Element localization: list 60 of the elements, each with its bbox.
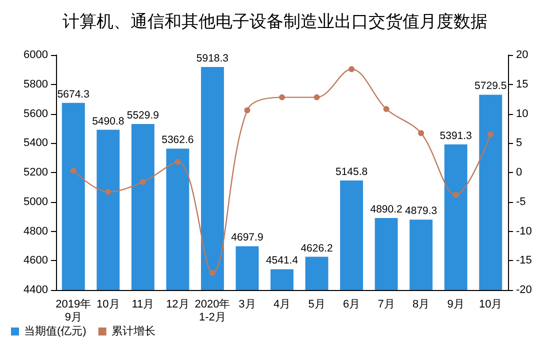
y2-tick-label: 10	[516, 108, 528, 120]
point	[279, 94, 285, 100]
x-tick-label: 6月	[342, 298, 360, 310]
point	[452, 192, 459, 198]
y-tick-label: 5200	[24, 166, 48, 178]
point	[488, 131, 494, 138]
data-label: 5729.5	[474, 80, 507, 92]
data-label: 5362.6	[162, 134, 194, 146]
y-tick-label: 5800	[24, 78, 48, 90]
point	[70, 168, 76, 174]
y2-tick-label: -15	[516, 254, 532, 267]
y-tick-label: 4800	[24, 225, 48, 238]
point	[314, 94, 320, 100]
point	[418, 130, 424, 136]
data-label: 5918.3	[196, 52, 229, 64]
y2-tick-label: 20	[516, 49, 528, 61]
point	[348, 66, 355, 72]
point	[383, 106, 390, 112]
y2-tick-label: -5	[516, 196, 526, 208]
data-label: 4890.2	[370, 204, 403, 216]
x-tick-label: 10月	[478, 298, 502, 310]
x-tick-label: 10月	[96, 298, 120, 310]
data-label: 4626.2	[300, 242, 333, 254]
x-tick-label: 11月	[132, 298, 154, 310]
x-tick-label: 2020年 1-2月	[194, 298, 230, 324]
point	[174, 158, 181, 165]
point	[140, 178, 146, 185]
legend-label: 当期值(亿元)	[24, 326, 86, 338]
point	[209, 270, 216, 276]
y-tick-label: 6000	[24, 49, 48, 61]
data-label: 4697.9	[231, 232, 264, 244]
point	[244, 107, 250, 114]
x-tick-label: 5月	[308, 298, 326, 310]
y2-tick-label: 0	[516, 166, 522, 178]
data-label: 5391.3	[440, 130, 472, 142]
x-tick-label: 3月	[238, 298, 256, 310]
data-label: 5490.8	[92, 115, 124, 128]
point	[105, 188, 112, 195]
x-tick-label: 8月	[412, 298, 430, 310]
y2-tick-label: -10	[516, 225, 532, 238]
x-tick-label: 9月	[447, 298, 464, 310]
y2-tick-label: -20	[516, 284, 532, 296]
legend-label: 累计增长	[111, 324, 156, 338]
y-tick-label: 5600	[24, 108, 48, 120]
data-label: 5674.3	[57, 88, 90, 100]
x-tick-label: 12月	[166, 298, 190, 310]
x-tick-label: 2019年 9月	[56, 298, 92, 324]
data-label: 4541.4	[266, 254, 298, 267]
y-tick-label: 4400	[24, 284, 48, 296]
y-tick-label: 4600	[24, 254, 48, 267]
y-tick-label: 5000	[24, 196, 48, 208]
chart-title: 计算机、通信和其他电子设备制造业出口交货值月度数据	[62, 12, 488, 31]
y2-tick-label: 15	[516, 78, 528, 90]
y-tick-label: 5400	[24, 137, 48, 150]
x-tick-label: 7月	[378, 298, 395, 310]
data-label: 5529.9	[126, 110, 160, 122]
y2-tick-label: 5	[516, 137, 522, 150]
data-label: 5145.8	[335, 166, 368, 178]
data-label: 4879.3	[405, 205, 438, 218]
x-tick-label: 4月	[273, 298, 291, 310]
